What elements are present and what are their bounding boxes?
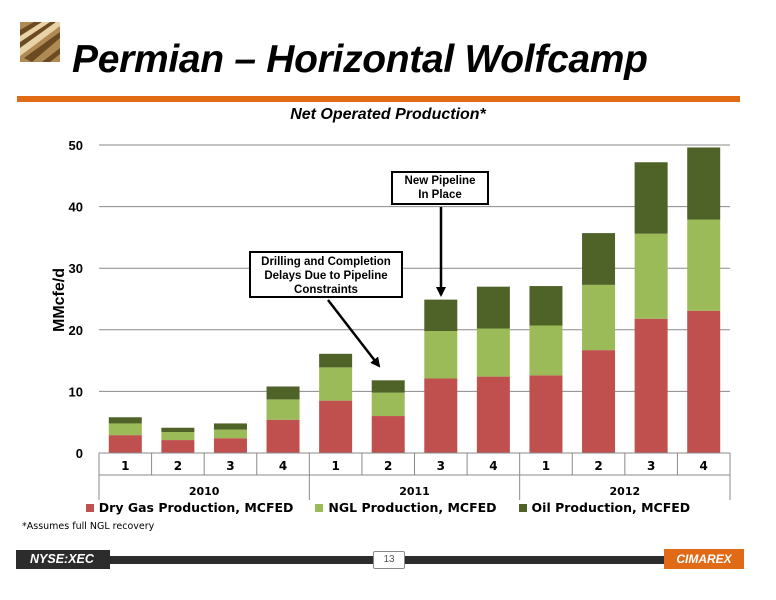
bar-segment-oil: [634, 162, 668, 234]
page-title: Permian – Horizontal Wolfcamp: [72, 38, 648, 81]
bar-segment-ngl: [582, 284, 616, 351]
x-tick-label: 4: [279, 459, 287, 473]
legend-label: Oil Production, MCFED: [531, 500, 691, 515]
annotation-new-pipeline: New Pipeline In Place: [391, 171, 489, 205]
y-axis-label-wrap: MMcfe/d: [40, 268, 80, 332]
x-tick-label: 4: [700, 459, 708, 473]
annotation-text: New Pipeline: [404, 175, 476, 187]
legend-item-dry-gas: Dry Gas Production, MCFED: [85, 500, 294, 515]
legend-swatch: [518, 503, 527, 512]
x-group-label: 2012: [610, 485, 641, 498]
bar-segment-oil: [424, 299, 458, 332]
bar-segment-oil: [108, 417, 142, 424]
title-divider: [17, 96, 740, 102]
x-tick-label: 3: [647, 459, 655, 473]
bar-segment-dry-gas: [161, 440, 195, 453]
page-number: 13: [373, 551, 405, 569]
bar-segment-dry-gas: [634, 318, 668, 453]
annotation-text: Drilling and Completion: [261, 256, 391, 268]
arrow-pipeline-delays: [327, 299, 381, 368]
bar-segment-oil: [161, 427, 195, 433]
bar-segment-ngl: [529, 325, 563, 376]
y-tick-label: 50: [69, 138, 83, 153]
x-group-label: 2010: [189, 485, 220, 498]
legend-label: Dry Gas Production, MCFED: [98, 500, 294, 515]
y-tick-label: 40: [69, 200, 83, 215]
bar-segment-dry-gas: [687, 310, 721, 453]
x-tick-label: 4: [489, 459, 497, 473]
annotation-text: Delays Due to Pipeline: [264, 270, 388, 282]
y-tick-label: 10: [69, 384, 83, 399]
bar-segment-ngl: [634, 233, 668, 319]
brand-logo-text: CIMAREX: [664, 549, 744, 569]
bar-segment-oil: [529, 286, 563, 326]
bar-segment-dry-gas: [476, 376, 510, 453]
x-tick-label: 2: [594, 459, 602, 473]
y-tick-label: 30: [69, 261, 83, 276]
bar-segment-dry-gas: [266, 419, 300, 453]
annotation-text: Constraints: [294, 284, 358, 296]
chart-legend: Dry Gas Production, MCFED NGL Production…: [0, 500, 776, 515]
bar-segment-dry-gas: [108, 435, 142, 453]
bar-segment-oil: [371, 380, 405, 393]
bar-segment-dry-gas: [319, 400, 353, 453]
x-tick-label: 2: [384, 459, 392, 473]
x-tick-label: 2: [174, 459, 182, 473]
legend-item-ngl: NGL Production, MCFED: [315, 500, 497, 515]
bar-segment-oil: [266, 386, 300, 400]
bar-segment-ngl: [266, 399, 300, 420]
x-tick-label: 1: [121, 459, 129, 473]
legend-swatch: [85, 503, 94, 512]
ticker-label: NYSE:XEC: [16, 550, 110, 569]
bar-segment-dry-gas: [529, 375, 563, 453]
x-group-label: 2011: [399, 485, 430, 498]
bar-segment-oil: [319, 353, 353, 368]
bar-segment-oil: [476, 286, 510, 329]
legend-swatch: [315, 503, 324, 512]
bar-segment-ngl: [476, 328, 510, 377]
bar-segment-oil: [582, 233, 616, 285]
bar-segment-oil: [687, 147, 721, 220]
chart-subtitle: Net Operated Production*: [290, 106, 486, 123]
footnote: *Assumes full NGL recovery: [22, 521, 155, 532]
company-logo: [20, 22, 60, 62]
bar-segment-dry-gas: [582, 350, 616, 453]
bar-segment-ngl: [161, 432, 195, 441]
x-tick-label: 3: [437, 459, 445, 473]
legend-item-oil: Oil Production, MCFED: [518, 500, 691, 515]
bar-segment-oil: [213, 423, 247, 430]
bar-segment-ngl: [108, 423, 142, 436]
bar-segment-ngl: [213, 429, 247, 439]
x-tick-label: 3: [226, 459, 234, 473]
y-tick-label: 0: [76, 446, 83, 461]
legend-label: NGL Production, MCFED: [328, 500, 497, 515]
annotation-pipeline-delays: Drilling and Completion Delays Due to Pi…: [249, 251, 403, 298]
bar-segment-ngl: [319, 367, 353, 401]
y-axis-label: MMcfe/d: [51, 268, 68, 332]
x-tick-label: 1: [331, 459, 339, 473]
bar-segment-ngl: [371, 392, 405, 417]
bar-segment-ngl: [687, 219, 721, 311]
bar-segment-dry-gas: [371, 416, 405, 453]
bar-segment-dry-gas: [424, 378, 458, 453]
y-tick-label: 20: [69, 323, 83, 338]
bar-segment-dry-gas: [213, 438, 247, 453]
x-tick-label: 1: [542, 459, 550, 473]
bar-segment-ngl: [424, 331, 458, 379]
annotation-text: In Place: [418, 189, 462, 201]
